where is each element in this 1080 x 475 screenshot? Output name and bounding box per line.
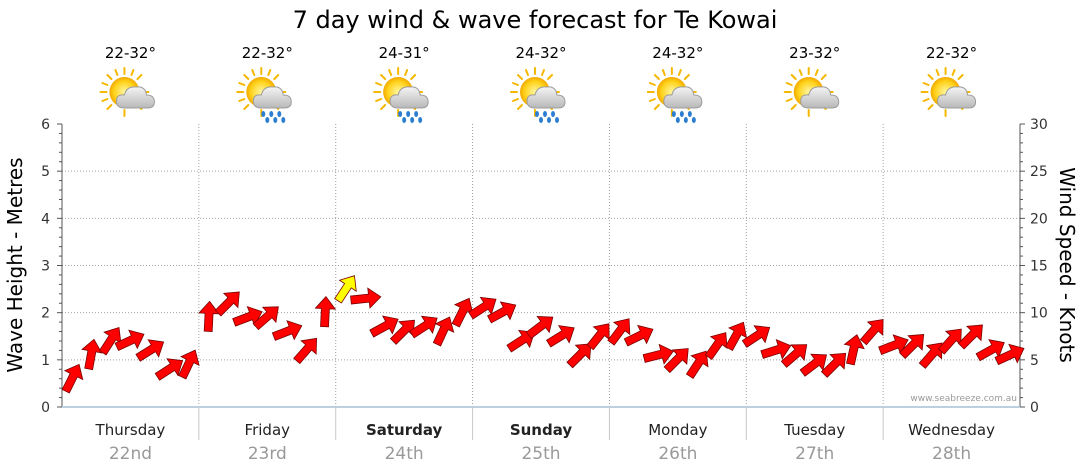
left-tick-label: 4 [41, 211, 50, 227]
wind-arrow [350, 287, 382, 309]
right-tick-label: 20 [1030, 211, 1048, 227]
wind-arrow [468, 296, 497, 320]
temperature-range: 22-32° [105, 44, 156, 62]
temperature-range: 23-32° [789, 44, 840, 62]
wind-arrow [214, 291, 240, 317]
partly-cloudy-rain-icon [373, 67, 429, 123]
wind-arrow [937, 328, 962, 355]
right-tick-label: 25 [1030, 164, 1048, 180]
wind-arrow [994, 343, 1025, 366]
wind-arrow [154, 358, 184, 381]
wind-arrow [334, 275, 357, 304]
wind-arrow [314, 296, 337, 328]
wind-arrow [704, 332, 728, 360]
day-date-label: 28th [932, 444, 971, 464]
wind-arrow [878, 334, 909, 355]
day-date-label: 24th [385, 444, 424, 464]
wind-arrow [293, 337, 317, 365]
wind-arrow [486, 301, 517, 324]
temperature-range: 24-32° [652, 44, 703, 62]
wind-arrow [741, 325, 771, 348]
wind-arrow [820, 352, 847, 378]
wind-arrow [252, 306, 279, 331]
wind-arrow [724, 321, 747, 351]
right-tick-label: 30 [1030, 117, 1048, 133]
partly-cloudy-rain-icon [510, 67, 566, 123]
day-name-label: Friday [245, 421, 291, 439]
wind-arrow [61, 363, 84, 394]
day-name-label: Thursday [95, 421, 166, 439]
day-date-label: 23rd [248, 444, 287, 464]
wind-arrow [975, 339, 1005, 362]
wind-arrow [409, 315, 438, 339]
day-name-label: Wednesday [908, 421, 995, 439]
partly-cloudy-icon [99, 67, 155, 117]
partly-cloudy-icon [783, 67, 840, 117]
temperature-range: 22-32° [242, 44, 293, 62]
wind-arrow [135, 339, 165, 362]
wind-arrow [760, 338, 792, 360]
chart-title: 7 day wind & wave forecast for Te Kowai [293, 6, 778, 34]
day-name-label: Monday [648, 421, 707, 439]
wind-arrow [271, 320, 303, 341]
wind-arrow [232, 305, 263, 327]
wind-arrow [586, 323, 610, 351]
left-tick-label: 5 [41, 164, 50, 180]
day-date-label: 27th [795, 444, 834, 464]
right-axis-title: Wind Speed - Knots [1055, 167, 1079, 363]
day-date-label: 22nd [109, 444, 152, 464]
wind-arrow [81, 338, 103, 371]
wind-arrow [607, 318, 631, 346]
wind-arrow [198, 300, 220, 332]
wind-arrow [566, 343, 592, 369]
day-name-label: Saturday [366, 421, 443, 439]
wind-arrow [685, 350, 709, 380]
right-tick-label: 10 [1030, 306, 1048, 322]
partly-cloudy-rain-icon [646, 67, 703, 123]
wind-arrow [642, 343, 674, 365]
wind-arrow [369, 315, 399, 338]
left-axis-title: Wave Height - Metres [3, 157, 27, 372]
left-tick-label: 0 [41, 400, 50, 416]
left-tick-label: 1 [41, 353, 50, 369]
wind-arrow [546, 325, 575, 348]
day-name-label: Sunday [510, 421, 573, 439]
wind-arrow [506, 329, 535, 353]
day-date-label: 26th [658, 444, 697, 464]
left-tick-label: 3 [41, 259, 50, 275]
partly-cloudy-rain-icon [236, 67, 292, 123]
wind-arrow [799, 353, 828, 377]
wind-arrow [623, 324, 654, 347]
day-date-label: 25th [521, 444, 560, 464]
right-tick-label: 15 [1030, 259, 1048, 275]
wind-arrow [843, 334, 865, 366]
wind-arrow [525, 315, 554, 340]
right-tick-label: 5 [1030, 353, 1039, 369]
right-tick-label: 0 [1030, 400, 1039, 416]
wind-arrow [98, 326, 122, 356]
temperature-range: 24-31° [379, 44, 430, 62]
temperature-range: 24-32° [515, 44, 566, 62]
watermark: www.seabreeze.com.au [910, 394, 1017, 404]
wind-arrow [663, 348, 689, 374]
wind-arrow [389, 319, 415, 345]
wind-arrow [780, 344, 808, 368]
wind-arrow [957, 324, 983, 350]
temperature-range: 22-32° [926, 44, 977, 62]
left-tick-label: 6 [41, 117, 50, 133]
wind-arrow [178, 349, 200, 380]
day-name-label: Tuesday [783, 421, 845, 439]
partly-cloudy-icon [920, 67, 977, 117]
wind-arrow [451, 297, 474, 328]
left-tick-label: 2 [41, 306, 50, 322]
wind-arrow [859, 318, 884, 346]
wind-arrow [898, 333, 925, 359]
wind-arrow [114, 329, 145, 352]
wind-arrow [432, 316, 455, 347]
